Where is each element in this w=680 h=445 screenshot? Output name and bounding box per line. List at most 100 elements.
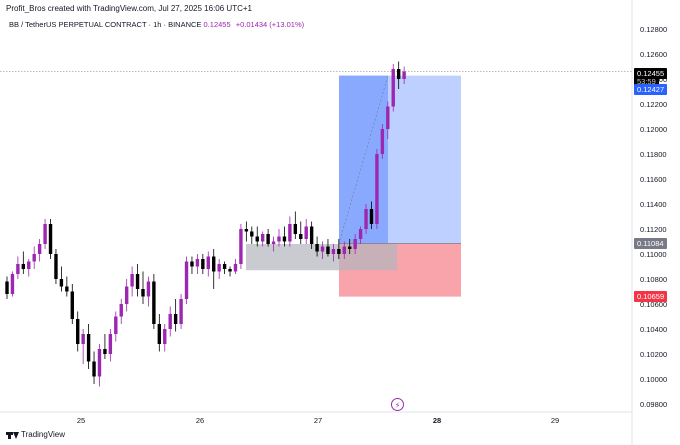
y-tick-label: 0.12800 — [640, 25, 667, 34]
candle-body — [260, 234, 265, 242]
x-tick-label: 25 — [77, 416, 85, 425]
candle-body — [190, 261, 194, 267]
x-tick-label: 26 — [196, 416, 204, 425]
y-tick-label: 0.12000 — [640, 125, 667, 134]
candle-body — [353, 239, 357, 249]
candle-body — [320, 246, 325, 252]
candle-body — [81, 334, 85, 344]
y-tick-label: 0.12200 — [640, 100, 667, 109]
candle-body — [326, 246, 330, 254]
candle-body — [239, 229, 243, 264]
y-tick-label: 0.10600 — [640, 300, 667, 309]
y-tick-label: 0.11600 — [640, 175, 667, 184]
candle-body — [277, 236, 281, 242]
candle-body — [315, 244, 319, 252]
candle-body — [179, 299, 183, 324]
candle-body — [141, 289, 145, 297]
candle-body — [271, 241, 276, 244]
candle-body — [233, 264, 238, 272]
y-tick-label: 0.10200 — [640, 350, 667, 359]
x-tick-label: 29 — [551, 416, 559, 425]
stop-price-label: 0.10659 — [634, 291, 668, 302]
candle-body — [32, 254, 36, 262]
x-tick-label: 28 — [433, 416, 441, 425]
candle-body — [48, 224, 53, 254]
candle-body — [380, 129, 385, 154]
candle-body — [168, 314, 172, 329]
entry-price-label: 0.11084 — [634, 238, 667, 249]
x-tick-label: 27 — [314, 416, 322, 425]
last-price: 0.12455 — [203, 20, 231, 29]
candle-body — [358, 229, 363, 239]
candle-body — [348, 246, 352, 249]
y-tick-label: 0.11800 — [640, 150, 667, 159]
candle-body — [65, 286, 69, 292]
candle-body — [59, 279, 64, 287]
candle-body — [304, 226, 308, 239]
y-tick-label: 0.10000 — [640, 375, 667, 384]
candle-body — [76, 319, 80, 344]
candle-body — [10, 274, 15, 294]
candle-body — [299, 234, 303, 239]
y-tick-label: 0.10800 — [640, 275, 667, 284]
candle-body — [119, 304, 123, 317]
chart-caption: Profit_Bros created with TradingView.com… — [6, 4, 252, 13]
symbol-title: BB / TetherUS PERPETUAL CONTRACT · 1h · … — [9, 20, 202, 29]
candle-body — [173, 314, 178, 324]
tradingview-icon — [6, 431, 19, 439]
candle-body — [391, 69, 395, 107]
candle-body — [337, 249, 341, 254]
candle-body — [369, 209, 374, 224]
candle-body — [282, 236, 287, 242]
candle-body — [114, 316, 118, 334]
price-change: +0.01434 (+13.01%) — [235, 20, 305, 29]
y-tick-label: 0.11200 — [640, 225, 667, 234]
candle-body — [244, 229, 249, 232]
candle-body — [195, 259, 200, 267]
candle-body — [250, 231, 254, 237]
candle-body — [228, 269, 232, 272]
candle-body — [206, 256, 210, 269]
bolt-icon[interactable]: ⚡ — [391, 398, 404, 411]
target-zone — [339, 75, 461, 244]
y-tick-label: 0.10400 — [640, 325, 667, 334]
y-tick-label: 0.09800 — [640, 400, 667, 409]
candle-body — [212, 256, 216, 272]
candle-body — [217, 264, 221, 272]
candle-body — [255, 236, 259, 242]
candle-body — [108, 334, 113, 354]
candle-body — [92, 361, 96, 377]
candle-body — [97, 349, 102, 377]
candle-body — [86, 334, 91, 362]
symbol-legend: BB / TetherUS PERPETUAL CONTRACT · 1h · … — [9, 20, 304, 29]
candle-body — [124, 286, 129, 304]
candle-body — [222, 264, 227, 269]
candle-body — [184, 261, 189, 299]
candle-body — [103, 349, 107, 354]
candle-body — [21, 264, 26, 269]
candle-body — [201, 259, 205, 269]
candle-body — [342, 246, 346, 254]
candle-body — [266, 234, 270, 244]
candle-body — [152, 281, 156, 324]
candle-body — [37, 244, 42, 254]
candle-body — [293, 224, 298, 234]
candle-body — [386, 106, 390, 129]
candle-body — [396, 69, 401, 79]
candle-body — [163, 329, 167, 344]
target-price-label: 0.12427 — [634, 84, 668, 95]
y-tick-label: 0.12600 — [640, 50, 667, 59]
last-price-label: 0.12455 — [634, 68, 668, 79]
candle-body — [288, 224, 292, 242]
candle-body — [43, 224, 47, 244]
candle-body — [402, 71, 406, 79]
candle-body — [16, 264, 20, 274]
candle-body — [135, 274, 140, 289]
candle-body — [27, 261, 31, 269]
tradingview-logo-text: TradingView — [21, 430, 66, 439]
y-tick-label: 0.11400 — [640, 200, 667, 209]
candle-body — [375, 154, 379, 224]
candle-body — [331, 249, 336, 254]
tradingview-logo: TradingView — [6, 430, 65, 439]
